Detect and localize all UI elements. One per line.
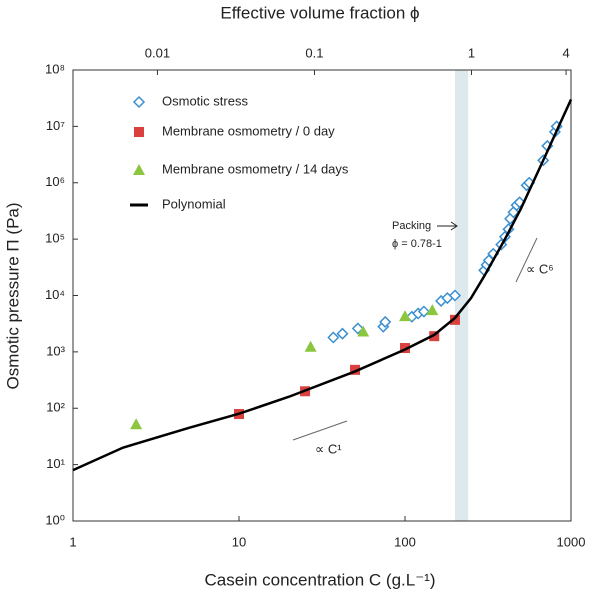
data-point <box>357 325 370 337</box>
data-point <box>350 364 361 375</box>
y-tick-label: 10³ <box>46 343 65 358</box>
slope-guide <box>292 420 348 441</box>
x2-tick-label: 4 <box>562 45 569 60</box>
data-point <box>399 310 411 322</box>
y-tick-label: 10⁴ <box>45 287 65 302</box>
x-tick-label: 100 <box>394 534 416 549</box>
data-point <box>426 304 439 316</box>
y-tick-label: 10⁵ <box>45 231 65 246</box>
x-tick-label: 1000 <box>557 534 586 549</box>
data-point <box>351 322 364 335</box>
polynomial-line <box>72 98 573 472</box>
y-axis-label: Osmotic pressure Π (Pa) <box>3 202 22 389</box>
slope-guide <box>515 237 538 283</box>
data-point <box>379 315 392 328</box>
data-point <box>513 196 526 209</box>
data-point <box>400 343 410 354</box>
x2-tick-label: 0.1 <box>305 45 323 60</box>
y-tick-label: 10¹ <box>46 456 65 471</box>
top-axis-title: Effective volume fraction ϕ <box>220 3 419 22</box>
y-tick-label: 10⁸ <box>45 61 65 76</box>
data-point <box>449 314 460 325</box>
y-tick-label: 10⁷ <box>46 118 65 133</box>
y-tick-label: 10⁰ <box>45 512 65 527</box>
legend-label: Polynomial <box>162 196 226 211</box>
annotation: Packing <box>392 220 431 232</box>
data-point <box>327 331 340 344</box>
legend-label: Osmotic stress <box>162 93 248 108</box>
x-tick-label: 1 <box>69 534 76 549</box>
legend-swatch <box>133 164 145 175</box>
legend-label: Membrane osmometry / 14 days <box>162 161 349 176</box>
x-axis-label: Casein concentration C (g.L⁻¹) <box>204 570 435 589</box>
packing-band <box>454 70 469 521</box>
legend-label: Membrane osmometry / 0 day <box>162 123 335 138</box>
y-tick-label: 10² <box>46 400 65 415</box>
legend-swatch <box>132 95 146 109</box>
annotation: ∝ C¹ <box>315 441 342 456</box>
data-point <box>448 289 462 302</box>
y-tick-label: 10⁶ <box>45 174 65 189</box>
x2-tick-label: 0.01 <box>145 45 170 60</box>
annotation: ϕ = 0.78-1 <box>392 238 442 250</box>
data-point <box>304 340 317 352</box>
annotation-arrow <box>437 221 458 231</box>
legend-swatch <box>134 127 144 137</box>
annotation: ∝ C⁶ <box>526 261 554 276</box>
data-point <box>130 418 143 430</box>
x-tick-label: 10 <box>232 534 246 549</box>
data-point <box>336 327 349 340</box>
x2-tick-label: 1 <box>468 45 475 60</box>
data-point <box>417 305 430 318</box>
